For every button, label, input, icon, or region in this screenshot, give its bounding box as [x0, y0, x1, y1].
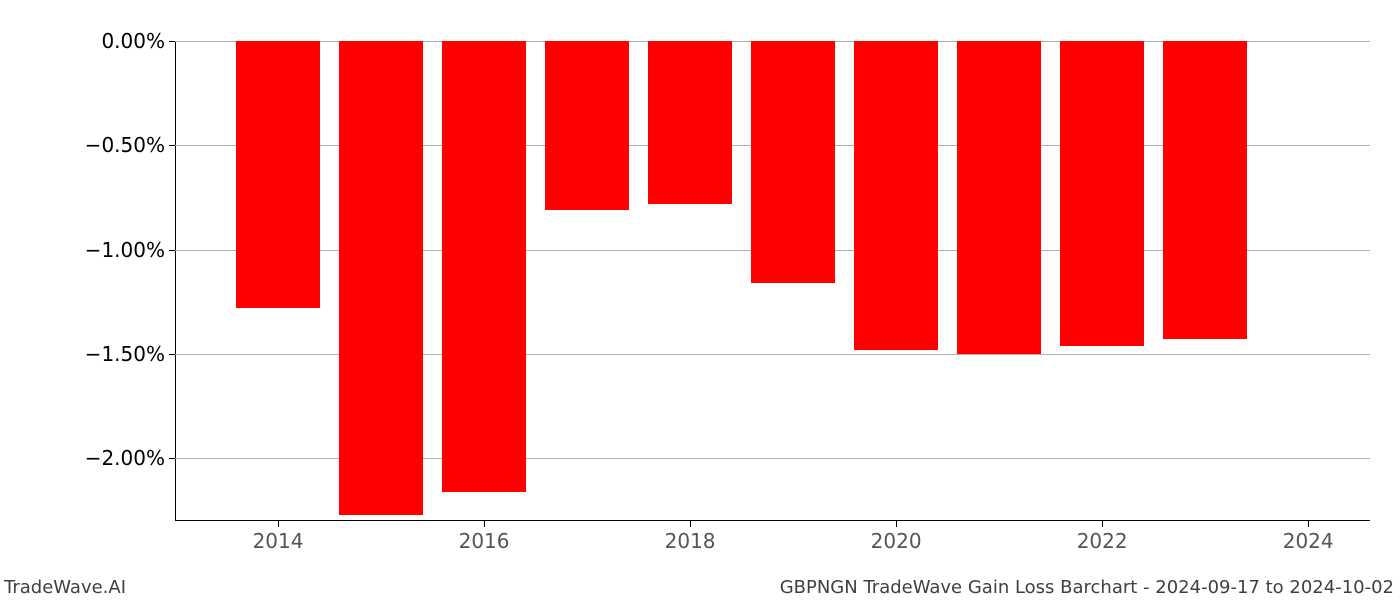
watermark-left: TradeWave.AI	[4, 577, 126, 598]
xtick-label: 2022	[1077, 521, 1128, 553]
ytick-label: 0.00%	[101, 29, 175, 53]
xtick-label: 2018	[665, 521, 716, 553]
xtick-label: 2024	[1283, 521, 1334, 553]
chart-figure: 0.00% −0.50% −1.00% −1.50% −2.00% 2014 2016 201…	[0, 0, 1400, 600]
bar	[648, 41, 732, 204]
axis-spine-bottom	[175, 520, 1370, 521]
plot-area: 0.00%−0.50%−1.00%−1.50%−2.00%20142016201…	[175, 40, 1370, 521]
bar	[1163, 41, 1247, 339]
bar	[1060, 41, 1144, 346]
bar	[236, 41, 320, 308]
bar	[545, 41, 629, 210]
xtick-label: 2020	[871, 521, 922, 553]
xtick-label: 2016	[459, 521, 510, 553]
xtick-label: 2014	[253, 521, 304, 553]
ytick-label: −2.00%	[85, 446, 175, 470]
caption-right: GBPNGN TradeWave Gain Loss Barchart - 20…	[780, 577, 1394, 598]
bar	[339, 41, 423, 515]
ytick-label: −0.50%	[85, 133, 175, 157]
bar	[957, 41, 1041, 354]
bar	[751, 41, 835, 283]
axis-spine-left	[175, 41, 176, 521]
ytick-label: −1.00%	[85, 238, 175, 262]
bar	[442, 41, 526, 492]
bar	[854, 41, 938, 350]
ytick-label: −1.50%	[85, 342, 175, 366]
